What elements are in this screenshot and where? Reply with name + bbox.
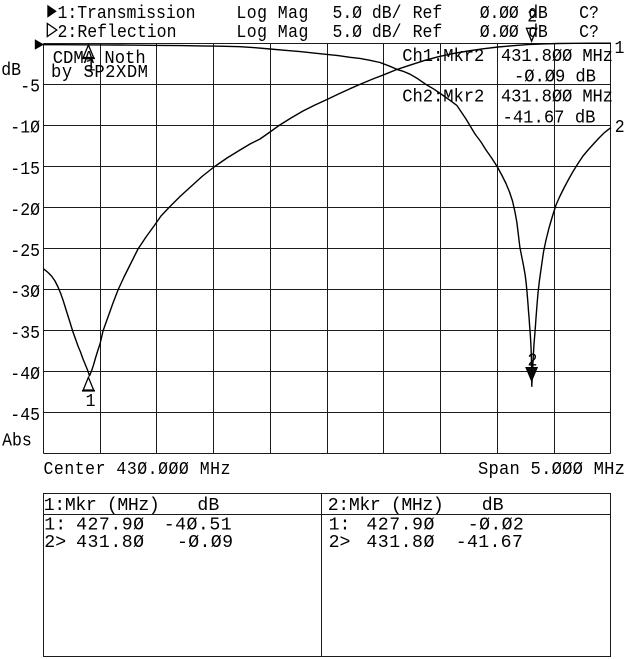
svg-text:2: 2 [615,117,625,138]
svg-text:-4Ø: -4Ø [10,364,40,385]
svg-text:Ch2:Mkr2: Ch2:Mkr2 [402,87,484,108]
svg-text:427.9Ø: 427.9Ø [366,516,434,536]
svg-text:2: 2 [527,7,537,28]
svg-text:Log Mag: Log Mag [236,3,308,24]
svg-text:-4Ø.51: -4Ø.51 [164,516,232,536]
svg-text:1: 1 [86,56,96,77]
svg-text:431.8ØØ MHz: 431.8ØØ MHz [501,87,613,108]
svg-text:1: 1 [86,391,96,412]
svg-text:Ch1:Mkr2: Ch1:Mkr2 [402,47,484,68]
svg-text:2: 2 [528,351,538,372]
svg-text:-15: -15 [10,159,40,180]
svg-text:-2Ø: -2Ø [10,200,40,221]
svg-text:Ø.ØØ dB: Ø.ØØ dB [480,3,548,24]
svg-text:431.8Ø: 431.8Ø [366,533,434,553]
svg-text:1:Transmission: 1:Transmission [58,3,196,24]
svg-text:Abs: Abs [2,431,32,452]
svg-text:Log Mag: Log Mag [236,22,308,43]
svg-text:CDMA Noth: CDMA Noth [53,48,146,69]
svg-text:-1Ø: -1Ø [10,118,40,139]
svg-text:5.Ø dB/: 5.Ø dB/ [333,3,402,24]
svg-text:-45: -45 [10,405,40,426]
svg-text:dB: dB [1,60,21,81]
svg-text:1:Mkr (MHz): 1:Mkr (MHz) [44,496,160,516]
svg-text:-Ø.Ø2: -Ø.Ø2 [468,516,524,536]
svg-text:-25: -25 [10,241,40,262]
svg-text:Center 43Ø.ØØØ MHz: Center 43Ø.ØØØ MHz [44,459,231,480]
svg-text:2>: 2> [44,533,66,553]
svg-text:Span 5.ØØØ MHz: Span 5.ØØØ MHz [478,460,625,481]
svg-text:-41.67: -41.67 [456,533,523,553]
svg-text:2>: 2> [329,533,351,553]
svg-text:by SP2XDM: by SP2XDM [51,63,148,84]
svg-text:431.8ØØ MHz: 431.8ØØ MHz [501,47,613,68]
svg-text:C?: C? [579,22,599,43]
svg-text:1: 1 [615,38,625,59]
svg-text:Ref: Ref [413,22,443,43]
svg-text:431.8Ø: 431.8Ø [76,533,144,553]
svg-text:-Ø.Ø9: -Ø.Ø9 [177,533,233,553]
svg-text:dB: dB [482,496,504,516]
svg-text:1:: 1: [329,516,351,536]
svg-text:2:Reflection: 2:Reflection [58,22,177,43]
svg-text:2:Mkr (MHz): 2:Mkr (MHz) [328,496,444,516]
svg-text:-Ø.Ø9 dB: -Ø.Ø9 dB [514,67,596,88]
svg-text:1:: 1: [44,516,66,536]
svg-text:-35: -35 [10,323,40,344]
svg-text:C?: C? [579,3,599,24]
svg-text:Ø.ØØ dB: Ø.ØØ dB [480,22,548,43]
svg-text:427.9Ø: 427.9Ø [76,516,144,536]
svg-text:-5: -5 [20,77,40,98]
svg-text:5.Ø dB/: 5.Ø dB/ [333,22,402,43]
svg-text:-3Ø: -3Ø [10,282,40,303]
svg-text:dB: dB [197,496,219,516]
svg-text:-41.67 dB: -41.67 dB [503,108,596,129]
svg-text:Ref: Ref [413,3,443,24]
